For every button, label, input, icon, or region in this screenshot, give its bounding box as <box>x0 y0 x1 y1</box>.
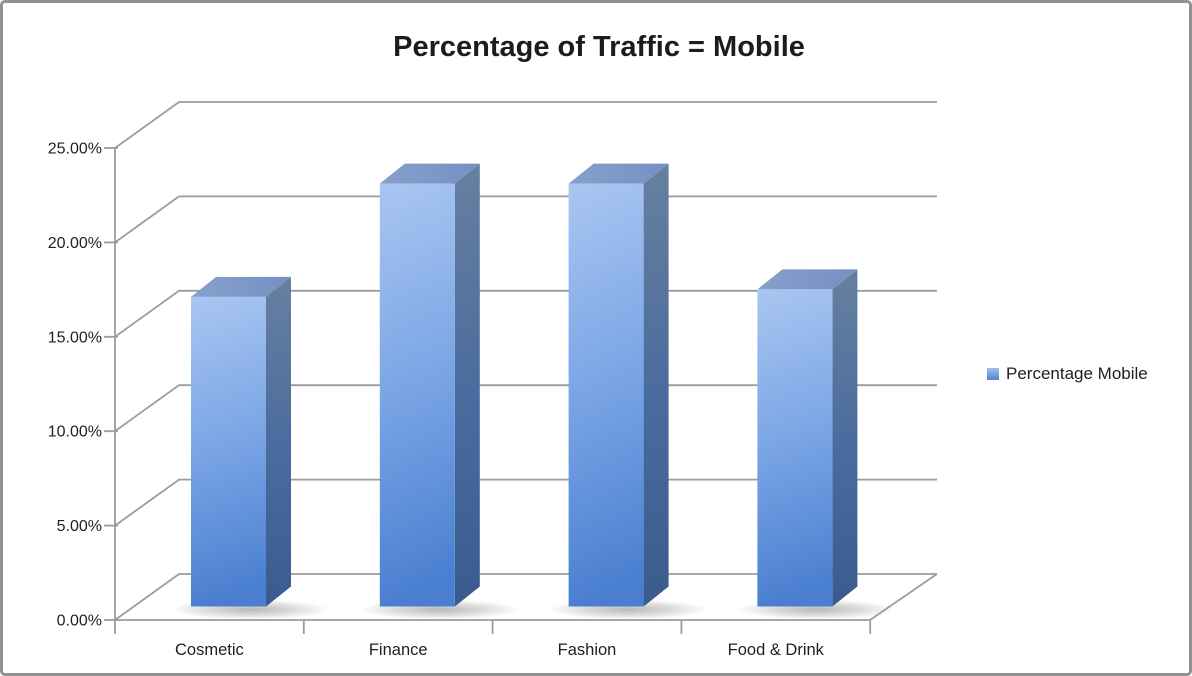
gridline-25pct <box>114 101 937 149</box>
gridline-10pct <box>114 384 937 432</box>
bar-side-face-fashion <box>643 163 669 607</box>
bar-side-face-food-drink <box>832 269 858 607</box>
y-axis-label: 5.00% <box>57 518 102 535</box>
x-axis-label-food-drink: Food & Drink <box>728 641 825 659</box>
plot-area: 0.00% 5.00% 10.00% 15.00% 20.00% 25.00% Cosmet… <box>48 101 938 659</box>
x-axis-label-fashion: Fashion <box>558 641 617 659</box>
x-axis-label-finance: Finance <box>369 641 428 659</box>
bar-top-face-food-drink <box>757 269 858 290</box>
bar-top-face-fashion <box>568 163 669 184</box>
bar-front-face-cosmetic <box>191 296 266 607</box>
bar-cosmetic <box>191 276 291 607</box>
gridline-20pct <box>114 195 937 244</box>
y-axis-label: 10.00% <box>48 424 102 441</box>
gridline-0pct <box>114 573 937 621</box>
y-axis-label: 20.00% <box>48 235 102 252</box>
legend-label-percentage-mobile: Percentage Mobile <box>1006 364 1148 383</box>
bar-top-face-finance <box>379 163 480 184</box>
legend-swatch-percentage-mobile <box>987 368 999 380</box>
bar-front-face-fashion <box>568 183 644 607</box>
y-axis-label: 15.00% <box>48 329 102 346</box>
y-axis-label: 25.00% <box>48 141 102 158</box>
gridline-5pct <box>114 478 937 527</box>
bar-front-face-finance <box>379 183 455 607</box>
bar-finance <box>379 163 480 607</box>
gridline-15pct <box>114 289 937 338</box>
bar-side-face-cosmetic <box>266 276 291 607</box>
y-axis-label: 0.00% <box>57 613 102 630</box>
bar-food-drink <box>757 269 858 607</box>
bar-top-face-cosmetic <box>191 276 291 297</box>
bar-side-face-finance <box>454 163 480 607</box>
x-axis-label-cosmetic: Cosmetic <box>175 641 244 659</box>
bar-front-face-food-drink <box>757 289 833 607</box>
bar-fashion <box>568 163 669 607</box>
chart-title: Percentage of Traffic = Mobile <box>393 31 805 63</box>
floor-right-edge <box>869 573 938 621</box>
legend: Percentage Mobile <box>987 364 1148 384</box>
